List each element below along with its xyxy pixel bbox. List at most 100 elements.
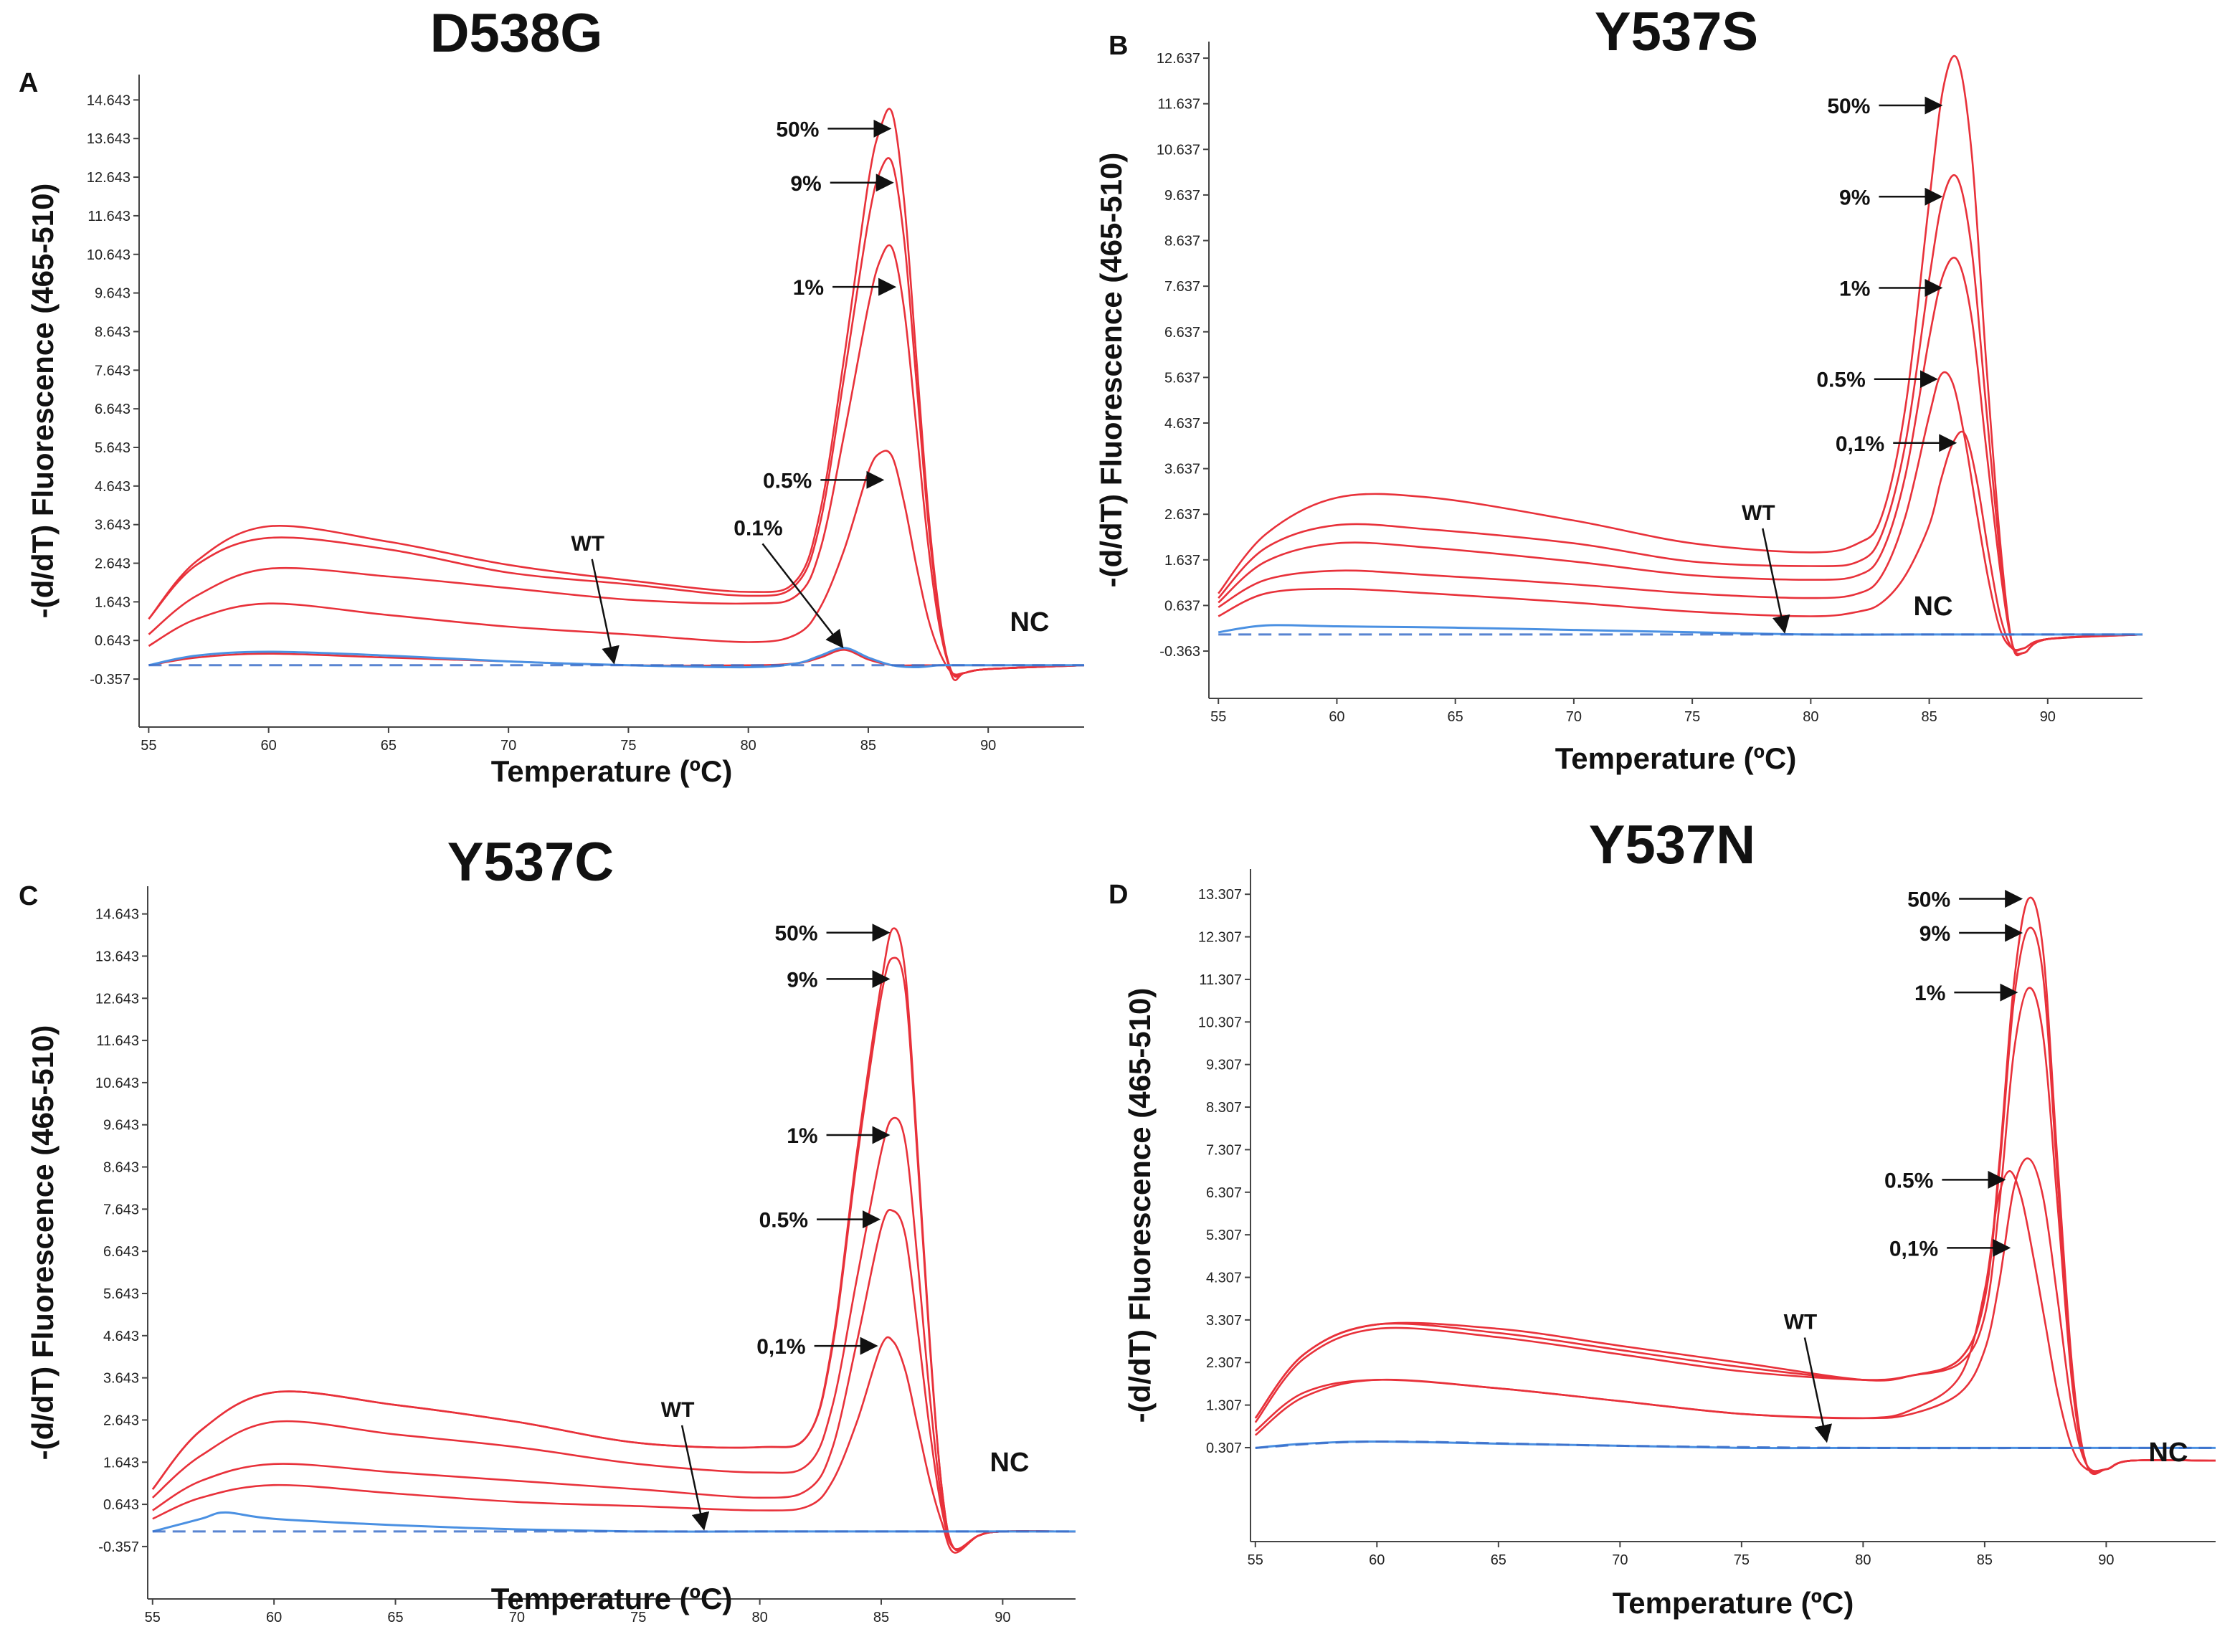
annotation-label: 0.5% xyxy=(1816,369,1865,392)
x-tick-label: 60 xyxy=(1329,709,1344,725)
panel-c: C Y537C -0.357 0.643 1.643 2.643 3.643 4.643 5.6… xyxy=(19,832,1076,1625)
y-tick-label: 0.307 xyxy=(1206,1440,1242,1456)
panel-title: Y537N xyxy=(1589,815,1755,875)
annotation-arrow xyxy=(1762,528,1790,634)
annotation-label: 0.5% xyxy=(763,469,812,493)
y-tick-label: 5.643 xyxy=(95,440,130,456)
panel-letter: C xyxy=(19,881,38,911)
panel-title: Y537C xyxy=(447,832,614,893)
y-tick-label: 7.643 xyxy=(95,363,130,379)
y-tick-label: 9.307 xyxy=(1206,1058,1242,1073)
series-line-9 xyxy=(1218,174,2143,656)
x-tick-label: 60 xyxy=(1369,1552,1385,1568)
y-tick-label: 6.307 xyxy=(1206,1185,1242,1201)
annotation-label: 0.1% xyxy=(734,516,782,540)
x-tick-label: 65 xyxy=(1448,709,1463,725)
series-line-1 xyxy=(1218,256,2143,655)
x-tick-label: 70 xyxy=(500,738,516,754)
x-tick-label: 55 xyxy=(1210,709,1226,725)
y-tick-label: 4.643 xyxy=(95,479,130,495)
y-tick-label: -0.363 xyxy=(1159,644,1200,660)
nc-label: NC xyxy=(2149,1438,2188,1468)
annotation-label: 0.5% xyxy=(1884,1169,1933,1192)
y-tick-label: 11.307 xyxy=(1199,972,1242,988)
x-tick-label: 70 xyxy=(1612,1552,1628,1568)
x-tick-label: 85 xyxy=(1921,709,1937,725)
annotation-arrow xyxy=(761,543,844,649)
annotation-label: WT xyxy=(661,1398,695,1422)
series-line-50 xyxy=(1254,896,2216,1476)
x-tick-label: 65 xyxy=(1491,1552,1506,1568)
series-line-05 xyxy=(1218,371,2143,651)
series-line-NC xyxy=(1255,1440,2216,1450)
y-tick-label: 1.307 xyxy=(1206,1398,1242,1414)
annotation-label: 1% xyxy=(787,1124,817,1148)
annotation-label: 1% xyxy=(793,276,824,300)
annotation-arrow xyxy=(591,559,620,665)
y-tick-label: 6.643 xyxy=(95,402,130,417)
series-line-05 xyxy=(1254,1170,2216,1473)
y-tick-label: 5.637 xyxy=(1164,370,1200,386)
y-tick-label: 12.643 xyxy=(87,170,130,186)
series-line-05 xyxy=(148,450,1085,676)
y-tick-label: 14.643 xyxy=(95,907,139,923)
series-line-1 xyxy=(148,244,1085,678)
annotation-label: 1% xyxy=(1839,277,1870,301)
panel-title: Y537S xyxy=(1595,1,1758,62)
y-tick-label: 10.643 xyxy=(87,247,130,263)
annotation-label: 9% xyxy=(790,172,821,196)
x-tick-label: 60 xyxy=(266,1610,282,1625)
y-tick-label: 4.637 xyxy=(1164,416,1200,432)
y-tick-label: 14.643 xyxy=(87,92,130,108)
annotation-label: WT xyxy=(571,532,604,556)
y-tick-label: 0.643 xyxy=(103,1497,139,1513)
x-tick-label: 90 xyxy=(995,1610,1010,1625)
nc-label: NC xyxy=(1010,607,1050,637)
x-tick-label: 55 xyxy=(1248,1552,1263,1568)
series-line-01 xyxy=(1254,1157,2216,1472)
panels-layer: A D538G -0.357 0.643 1.643 2.643 3.643 4.643 5.6… xyxy=(19,1,2216,1625)
series-line-1 xyxy=(151,1116,1076,1551)
x-tick-label: 85 xyxy=(873,1610,889,1625)
panel-d: D Y537N 0.307 1.307 2.307 3.307 4.307 5.307 6.30… xyxy=(1109,815,2216,1620)
x-tick-label: 85 xyxy=(860,738,876,754)
y-tick-label: 13.307 xyxy=(1198,887,1242,903)
y-tick-label: 3.643 xyxy=(95,518,130,533)
y-tick-label: 11.637 xyxy=(1157,97,1200,113)
y-tick-label: 3.637 xyxy=(1164,462,1200,478)
x-tick-label: 75 xyxy=(1734,1552,1750,1568)
series-line-9 xyxy=(1254,926,2216,1475)
y-tick-label: 5.643 xyxy=(103,1286,139,1302)
y-axis-title: -(d/dT) Fluorescence (465-510) xyxy=(26,184,60,619)
nc-label: NC xyxy=(990,1448,1030,1478)
y-tick-label: 10.643 xyxy=(95,1076,139,1091)
x-tick-label: 65 xyxy=(381,738,397,754)
panel-letter: A xyxy=(19,68,38,98)
y-tick-label: 6.643 xyxy=(103,1244,139,1260)
y-tick-label: 3.307 xyxy=(1206,1313,1242,1329)
y-tick-label: 1.643 xyxy=(95,594,130,610)
x-tick-label: 65 xyxy=(387,1610,403,1625)
x-tick-label: 60 xyxy=(261,738,277,754)
series-line-1 xyxy=(1254,987,2216,1474)
x-tick-label: 90 xyxy=(2040,709,2056,725)
y-tick-label: 2.643 xyxy=(95,556,130,572)
x-axis-title: Temperature (ºC) xyxy=(491,1582,733,1615)
x-tick-label: 55 xyxy=(141,738,156,754)
annotation-label: 50% xyxy=(775,922,818,946)
annotation-arrow xyxy=(1803,1337,1833,1443)
x-axis-title: Temperature (ºC) xyxy=(491,754,733,788)
x-axis-title: Temperature (ºC) xyxy=(1555,741,1797,775)
y-tick-label: 9.643 xyxy=(95,286,130,302)
y-tick-label: 8.643 xyxy=(103,1160,139,1176)
y-tick-label: 9.643 xyxy=(103,1118,139,1134)
nc-label: NC xyxy=(1914,592,1953,622)
y-tick-label: 10.307 xyxy=(1198,1015,1242,1030)
annotation-label: 9% xyxy=(1839,186,1870,209)
x-tick-label: 75 xyxy=(630,1610,646,1625)
y-tick-label: 1.643 xyxy=(103,1455,139,1471)
x-tick-label: 75 xyxy=(1684,709,1700,725)
x-tick-label: 80 xyxy=(1803,709,1818,725)
y-tick-label: 2.307 xyxy=(1206,1355,1242,1371)
annotation-label: 50% xyxy=(776,118,819,141)
